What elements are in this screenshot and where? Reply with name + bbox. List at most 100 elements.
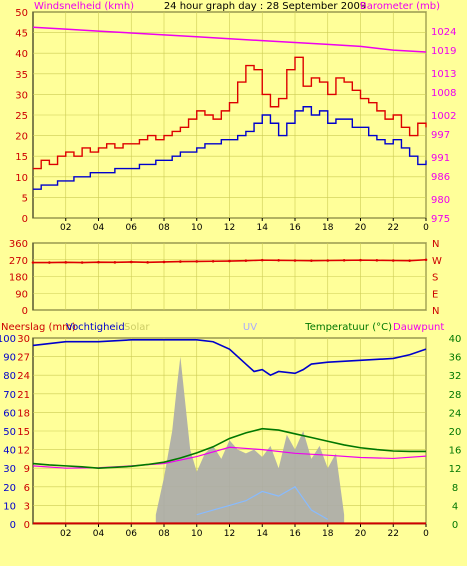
temperature-y-tick-label: 40 (449, 334, 462, 345)
rain-y-tick-label: 27 (17, 353, 30, 364)
wind-direction-point (359, 258, 362, 262)
humidity-y-tick-label: 10 (3, 501, 16, 512)
wind-direction-point (179, 260, 182, 263)
direction-y-tick-label: 180 (9, 273, 28, 284)
wind-direction-point (48, 261, 51, 264)
temperature-y-tick-label: 16 (449, 446, 462, 457)
x-tick-label: 22 (388, 223, 399, 233)
wind-y-tick-label: 25 (15, 111, 28, 122)
compass-label: E (432, 289, 438, 300)
x-tick-label: 16 (289, 529, 301, 539)
rain-y-tick-label: 0 (24, 520, 30, 531)
wind-direction-point (244, 259, 248, 262)
x-tick-label: 02 (60, 529, 71, 539)
barometer-y-tick-label: 1002 (431, 111, 456, 122)
temperature-y-tick-label: 28 (449, 390, 462, 401)
humidity-y-tick-label: 80 (3, 371, 16, 382)
barometer-series-line (32, 26, 427, 53)
wind-direction-point (228, 259, 231, 263)
barometer-y-tick-label: 991 (431, 153, 450, 164)
humidity-y-tick-label: 60 (3, 408, 16, 419)
x-tick-label: 14 (257, 529, 269, 539)
temp-series-line (32, 427, 426, 470)
x-tick-label: 0 (423, 223, 429, 233)
humidity-y-tick-label: 20 (3, 483, 16, 494)
rain-y-tick-label: 18 (17, 408, 30, 419)
humidity-y-tick-label: 30 (3, 464, 16, 475)
temperature-y-tick-label: 24 (449, 408, 462, 419)
temperature-y-tick-label: 0 (452, 520, 458, 531)
wind-direction-point (97, 260, 100, 264)
rain-axis-title: Neerslag (mm) (1, 322, 76, 333)
temperature-y-tick-label: 36 (449, 353, 462, 364)
compass-label: S (432, 273, 438, 284)
x-tick-label: 04 (93, 529, 105, 539)
wind-direction-point (277, 259, 280, 262)
dewpoint-axis-title: Dauwpunt (393, 322, 444, 333)
temperature-y-tick-label: 32 (449, 371, 462, 382)
wind-direction-point (391, 259, 395, 262)
gust-series-line (33, 56, 427, 170)
barometer-y-tick-label: 980 (431, 195, 450, 206)
wind-direction-point (113, 261, 117, 264)
wind-direction-point (211, 259, 215, 263)
direction-y-tick-label: 0 (22, 306, 28, 317)
wind-direction-point (260, 258, 264, 262)
wind-axis-title: Windsnelheid (kmh) (34, 1, 134, 12)
wind-direction-point (31, 261, 35, 264)
compass-label: W (432, 256, 442, 267)
rain-y-tick-label: 3 (24, 501, 30, 512)
x-tick-label: 10 (191, 529, 203, 539)
temperature-y-tick-label: 8 (452, 483, 458, 494)
rain-y-tick-label: 6 (24, 483, 30, 494)
rain-y-tick-label: 9 (24, 464, 30, 475)
uv-series-line (196, 486, 329, 520)
barometer-y-tick-label: 986 (431, 172, 450, 183)
wind-y-tick-label: 0 (22, 214, 28, 225)
rain-y-tick-label: 30 (17, 334, 30, 345)
wind-direction-point (408, 259, 411, 262)
humidity-y-tick-label: 90 (3, 353, 16, 364)
wind-direction-point (195, 260, 199, 263)
humidity-y-tick-label: 40 (3, 446, 16, 457)
x-tick-label: 18 (322, 529, 334, 539)
barometer-y-tick-label: 975 (431, 214, 450, 225)
x-tick-label: 16 (289, 223, 301, 233)
humidity-axis-title: Vochtigheid (66, 322, 125, 333)
x-tick-label: 20 (355, 529, 367, 539)
wind-direction-point (326, 259, 330, 262)
wind-direction-point (129, 260, 133, 264)
temperature-y-tick-label: 12 (449, 464, 462, 475)
humidity-y-tick-label: 70 (3, 390, 16, 401)
barometer-y-tick-label: 1019 (431, 46, 456, 57)
chart-title: 24 hour graph day : 28 September 2009 (164, 1, 366, 12)
x-tick-label: 04 (93, 223, 105, 233)
wind-direction-point (64, 261, 68, 264)
wind-series-line (33, 106, 427, 190)
compass-label: N (432, 239, 439, 250)
humidity-y-tick-label: 0 (10, 520, 16, 531)
wind-y-tick-label: 50 (15, 8, 28, 19)
rain-y-tick-label: 21 (17, 390, 30, 401)
x-tick-label: 14 (257, 223, 269, 233)
wind-direction-point (146, 261, 149, 264)
wind-direction-point (342, 259, 346, 262)
barometer-y-tick-label: 1013 (431, 69, 456, 80)
x-tick-label: 20 (355, 223, 367, 233)
rain-y-tick-label: 15 (17, 427, 30, 438)
barometer-y-tick-label: 997 (431, 130, 450, 141)
x-tick-label: 18 (322, 223, 334, 233)
barometer-y-tick-label: 1024 (431, 27, 456, 38)
compass-label: N (432, 306, 439, 317)
x-tick-label: 12 (224, 223, 235, 233)
wind-direction-point (375, 259, 379, 262)
wind-y-tick-label: 10 (15, 173, 28, 184)
rain-y-tick-label: 12 (17, 446, 30, 457)
direction-y-tick-label: 360 (9, 239, 28, 250)
x-tick-label: 08 (158, 529, 170, 539)
direction-y-tick-label: 270 (9, 256, 28, 267)
barometer-y-tick-label: 1008 (431, 88, 456, 99)
